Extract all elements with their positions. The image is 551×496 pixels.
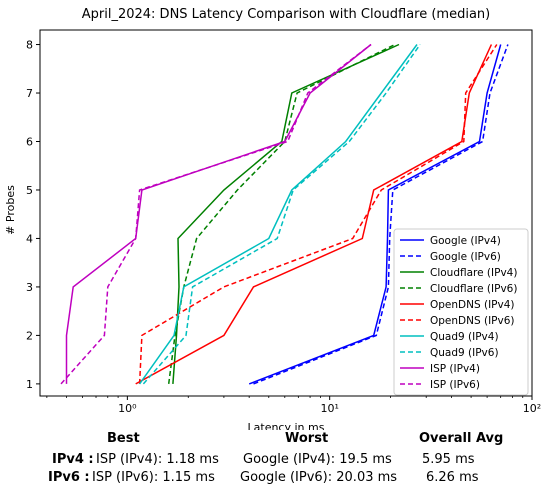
ipv4-overall-avg: 5.95 ms <box>422 452 475 467</box>
plot-frame <box>39 29 533 397</box>
y-tick-label: 7 <box>26 87 33 100</box>
ipv6-overall-avg: 6.26 ms <box>426 470 479 485</box>
worst-header: Worst <box>285 431 329 446</box>
legend-label: OpenDNS (IPv4) <box>430 299 515 311</box>
legend-label: ISP (IPv4) <box>430 363 480 375</box>
y-tick-label: 5 <box>26 184 33 197</box>
overall-avg-header: Overall Avg <box>419 431 504 446</box>
x-axis: 10⁰ 10¹ 10² <box>46 396 541 415</box>
series-line-google-ipv4 <box>248 44 502 385</box>
ipv6-worst: Google (IPv6): 20.03 ms <box>240 470 398 485</box>
legend-box <box>393 228 529 396</box>
y-tick-label: 6 <box>26 135 33 148</box>
legend-label: Cloudflare (IPv4) <box>430 267 517 279</box>
legend-label: Google (IPv6) <box>430 251 501 263</box>
y-tick-label: 2 <box>26 329 33 342</box>
ipv6-row-label: IPv6 : <box>48 470 90 485</box>
y-tick-label: 3 <box>26 281 33 294</box>
legend-label: Quad9 (IPv4) <box>430 331 499 343</box>
series-line-isp-ipv6 <box>60 43 372 385</box>
y-axis-label: # Probes <box>4 185 17 235</box>
x-tick-label: 10⁰ <box>118 402 137 415</box>
series-line-quad9-ipv6 <box>142 44 421 385</box>
y-tick-label: 8 <box>26 39 33 52</box>
ipv4-best: ISP (IPv4): 1.18 ms <box>96 452 219 467</box>
series-line-quad9-ipv4 <box>138 44 418 385</box>
y-tick-label: 4 <box>26 232 33 245</box>
legend: Google (IPv4) Google (IPv6) Cloudflare (IP… <box>393 228 529 396</box>
latency-chart: April_2024: DNS Latency Comparison with … <box>4 7 541 430</box>
ipv4-row-label: IPv4 : <box>52 452 94 467</box>
series-line-opendns-ipv6 <box>138 44 498 384</box>
ipv6-best: ISP (IPv6): 1.15 ms <box>92 470 215 485</box>
series-line-cloudflare-ipv6 <box>167 43 396 384</box>
x-axis-label: Latency in ms <box>248 421 325 430</box>
plot-area <box>60 43 509 385</box>
best-header: Best <box>107 431 140 446</box>
legend-label: Cloudflare (IPv6) <box>430 283 517 295</box>
y-tick-label: 1 <box>26 378 33 391</box>
legend-label: Google (IPv4) <box>430 235 501 247</box>
x-tick-label: 10¹ <box>320 402 338 415</box>
ipv4-worst: Google (IPv4): 19.5 ms <box>243 452 392 467</box>
x-tick-label: 10² <box>523 402 541 415</box>
series-line-isp-ipv4 <box>65 43 372 384</box>
y-axis: 1 2 3 4 5 6 7 8 <box>26 39 40 391</box>
series-line-opendns-ipv4 <box>135 44 493 385</box>
legend-label: Quad9 (IPv6) <box>430 347 499 359</box>
chart-title: April_2024: DNS Latency Comparison with … <box>82 7 490 22</box>
legend-label: ISP (IPv6) <box>430 379 480 391</box>
legend-label: OpenDNS (IPv6) <box>430 315 515 327</box>
series-line-google-ipv6 <box>253 44 509 385</box>
